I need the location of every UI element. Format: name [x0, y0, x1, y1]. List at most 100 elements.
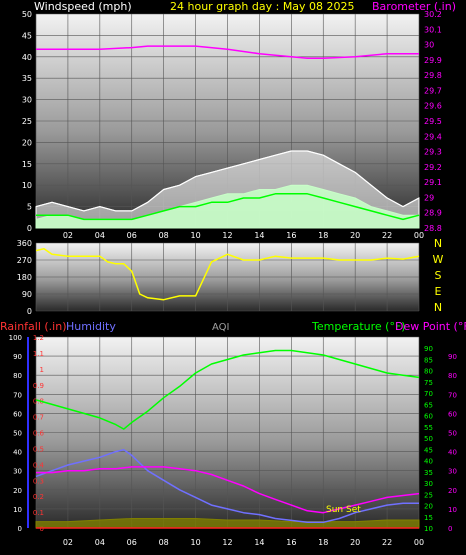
temperature-tick-label: 85	[424, 356, 433, 364]
wind-speed-line	[36, 193, 420, 221]
temperature-tick-label: 10	[424, 525, 433, 533]
rain-tick-label: 0.6	[33, 430, 45, 438]
temperature-tick-label: 60	[424, 413, 433, 421]
barometer-tick-label: 30.2	[424, 10, 442, 19]
temperature-x-tick-label: 16	[286, 538, 296, 547]
humidity-tick-label: 60	[13, 410, 22, 418]
dew-point-tick-label: 80	[448, 372, 457, 380]
temperature-x-tick-label: 14	[254, 538, 264, 547]
aqi-area	[35, 518, 420, 529]
temperature-line	[35, 349, 420, 430]
humidity-tick-label: 10	[13, 506, 22, 514]
temperature-tick-label: 70	[424, 390, 433, 398]
compass-label: N	[434, 237, 442, 250]
barometer-axis-title: Barometer (.in)	[372, 0, 456, 13]
temperature-x-tick-label: 02	[63, 538, 73, 547]
rain-tick-label: 1	[40, 366, 44, 374]
barometer-tick-label: 29.2	[424, 163, 442, 172]
dew-point-tick-label: 30	[448, 468, 457, 476]
barometer-tick-label: 29.9	[424, 56, 442, 65]
barometer-tick-label: 30.1	[424, 25, 442, 34]
wind-direction-line	[35, 247, 420, 301]
rain-y-axis: 0 0.1 0.2 0.3 0.4 0.5 0.6 0.7 0.8 0.9 1 1.1 1.2	[33, 334, 45, 533]
dew-point-y-axis: 0 10 20 30 40 50 60 70 80 90	[448, 353, 457, 533]
barometer-tick-label: 29.7	[424, 86, 442, 95]
temperature-tick-label: 80	[424, 368, 433, 376]
rain-tick-label: 0.7	[33, 414, 44, 422]
temperature-tick-label: 55	[424, 424, 433, 432]
temperature-x-tick-label: 18	[318, 538, 328, 547]
rain-axis-title: Rainfall (.in)	[0, 320, 67, 333]
wind-x-axis: 02 04 06 08 10 12 14 16 18 20 22 00	[63, 231, 424, 240]
dew-point-tick-label: 70	[448, 391, 457, 399]
wind-x-tick-label: 22	[382, 231, 392, 240]
wind-tick-label: 40	[22, 53, 32, 62]
humidity-tick-label: 100	[9, 334, 22, 342]
temperature-x-tick-label: 06	[127, 538, 137, 547]
wind-y-axis: 0 5 10 15 20 25 30 35 40 45 50	[22, 10, 32, 233]
wind-x-tick-label: 18	[318, 231, 328, 240]
barometer-tick-label: 29.5	[424, 117, 442, 126]
temperature-tick-label: 15	[424, 514, 433, 522]
humidity-y-axis: 0 10 20 30 40 50 60 70 80 90 100	[9, 334, 22, 533]
temperature-axis-title: Temperature (°F)	[311, 320, 406, 333]
rain-tick-label: 1.1	[33, 350, 44, 358]
rain-tick-label: 0.9	[33, 382, 44, 390]
wind-tick-label: 10	[22, 181, 32, 190]
dew-point-tick-label: 0	[448, 525, 452, 533]
humidity-tick-label: 50	[13, 430, 22, 438]
rain-tick-label: 0.5	[33, 445, 44, 453]
wind-x-tick-label: 04	[95, 231, 105, 240]
barometer-y-axis: 28.8 28.9 29 29.1 29.2 29.3 29.4 29.5 29.6 29.7 29…	[424, 10, 442, 233]
wind-x-tick-label: 00	[414, 231, 424, 240]
wind-x-tick-label: 10	[190, 231, 200, 240]
dew-point-tick-label: 10	[448, 506, 457, 514]
dew-point-tick-label: 40	[448, 449, 457, 457]
rain-tick-label: 0.4	[33, 461, 45, 469]
humidity-line	[35, 448, 419, 524]
wind-x-tick-label: 14	[254, 231, 264, 240]
sunset-label: Sun Set	[326, 505, 361, 515]
wind-tick-label: 35	[22, 74, 32, 83]
wind-tick-label: 25	[22, 117, 32, 126]
temperature-x-axis: 02 04 06 08 10 12 14 16 18 20 22 00	[63, 538, 424, 547]
temperature-x-tick-label: 04	[95, 538, 105, 547]
rain-tick-label: 0.1	[33, 509, 44, 517]
temperature-x-tick-label: 22	[382, 538, 392, 547]
barometer-tick-label: 30	[424, 41, 434, 50]
direction-tick-label: 270	[17, 256, 32, 265]
temperature-tick-label: 65	[424, 401, 433, 409]
wind-tick-label: 20	[22, 138, 32, 147]
barometer-tick-label: 29.1	[424, 178, 442, 187]
temperature-tick-label: 45	[424, 446, 433, 454]
barometer-tick-label: 28.9	[424, 209, 442, 218]
temperature-x-tick-label: 08	[159, 538, 169, 547]
wind-axis-title: Windspeed (mph)	[34, 0, 132, 13]
rain-tick-label: 0.3	[33, 477, 44, 485]
temperature-y-axis: 10 15 20 25 30 35 40 45 50 55 60 65 70 75 80 85 90	[424, 345, 433, 533]
wind-tick-label: 50	[22, 10, 32, 19]
rain-tick-label: 0.2	[33, 493, 44, 501]
humidity-tick-label: 70	[13, 391, 22, 399]
temperature-tick-label: 90	[424, 345, 433, 353]
humidity-tick-label: 80	[13, 372, 22, 380]
dew-point-line	[36, 466, 420, 514]
humidity-tick-label: 0	[18, 525, 22, 533]
direction-tick-label: 0	[27, 307, 32, 316]
compass-label: W	[433, 253, 444, 266]
temperature-tick-label: 30	[424, 480, 433, 488]
humidity-tick-label: 90	[13, 353, 22, 361]
dew-point-tick-label: 60	[448, 410, 457, 418]
humidity-tick-label: 40	[13, 449, 22, 457]
direction-tick-label: 180	[17, 273, 32, 282]
temperature-x-tick-label: 00	[414, 538, 424, 547]
wind-x-tick-label: 02	[63, 231, 73, 240]
temperature-tick-label: 25	[424, 491, 433, 499]
wind-tick-label: 5	[27, 203, 32, 212]
direction-tick-label: 360	[17, 239, 32, 248]
dew-point-tick-label: 20	[448, 487, 457, 495]
temperature-x-tick-label: 20	[350, 538, 360, 547]
wind-x-tick-label: 08	[159, 231, 169, 240]
